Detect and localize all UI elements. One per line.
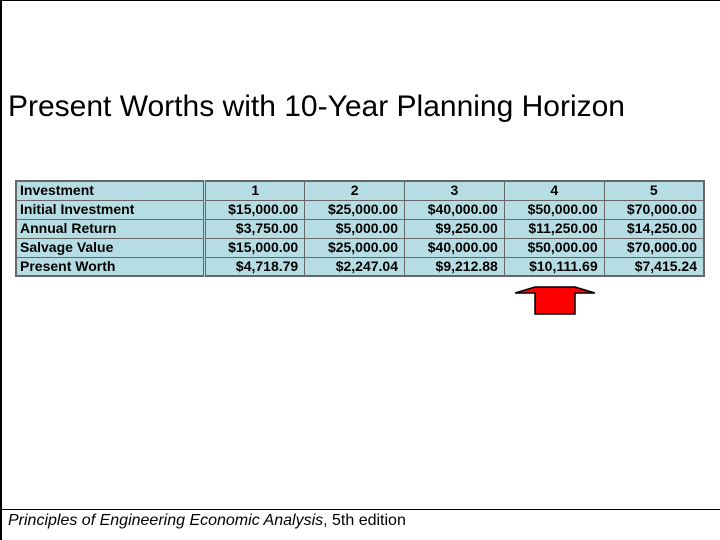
table-cell: $14,250.00 — [603, 218, 705, 239]
table-cell: $15,000.00 — [204, 237, 306, 258]
table-row: Salvage Value $15,000.00 $25,000.00 $40,… — [15, 237, 705, 258]
table-cell: $25,000.00 — [304, 237, 406, 258]
header-cell: 1 — [204, 180, 306, 201]
row-label: Present Worth — [15, 256, 207, 277]
table-header-row: Investment 1 2 3 4 5 — [15, 180, 705, 201]
table-cell: $50,000.00 — [503, 237, 605, 258]
up-arrow-icon — [515, 286, 595, 315]
table-cell: $2,247.04 — [304, 256, 406, 277]
row-label: Salvage Value — [15, 237, 207, 258]
footer-divider — [0, 509, 720, 510]
table-cell: $7,415.24 — [603, 256, 705, 277]
present-worth-table: Investment 1 2 3 4 5 Initial Investment … — [15, 180, 705, 277]
table-cell: $3,750.00 — [204, 218, 306, 239]
slide-title: Present Worths with 10-Year Planning Hor… — [8, 90, 625, 123]
row-label: Annual Return — [15, 218, 207, 239]
table-cell: $10,111.69 — [503, 256, 605, 277]
header-cell: Investment — [15, 180, 207, 201]
footer-edition: , 5th edition — [323, 512, 406, 529]
table-cell: $9,212.88 — [404, 256, 505, 277]
row-label: Initial Investment — [15, 199, 207, 220]
table-cell: $70,000.00 — [603, 237, 705, 258]
header-cell: 2 — [304, 180, 406, 201]
table-cell: $40,000.00 — [404, 199, 505, 220]
table-row: Annual Return $3,750.00 $5,000.00 $9,250… — [15, 218, 705, 239]
table-cell: $50,000.00 — [503, 199, 605, 220]
footer-citation: Principles of Engineering Economic Analy… — [8, 512, 406, 530]
table-cell: $9,250.00 — [404, 218, 505, 239]
table-cell: $5,000.00 — [304, 218, 406, 239]
header-cell: 5 — [603, 180, 705, 201]
header-cell: 4 — [503, 180, 605, 201]
table-cell: $11,250.00 — [503, 218, 605, 239]
table-cell: $40,000.00 — [404, 237, 505, 258]
table-cell: $4,718.79 — [204, 256, 306, 277]
table-row: Initial Investment $15,000.00 $25,000.00… — [15, 199, 705, 220]
table-row: Present Worth $4,718.79 $2,247.04 $9,212… — [15, 256, 705, 277]
table-cell: $15,000.00 — [204, 199, 306, 220]
header-cell: 3 — [404, 180, 505, 201]
table-cell: $70,000.00 — [603, 199, 705, 220]
table-cell: $25,000.00 — [304, 199, 406, 220]
footer-book-title: Principles of Engineering Economic Analy… — [8, 512, 324, 529]
